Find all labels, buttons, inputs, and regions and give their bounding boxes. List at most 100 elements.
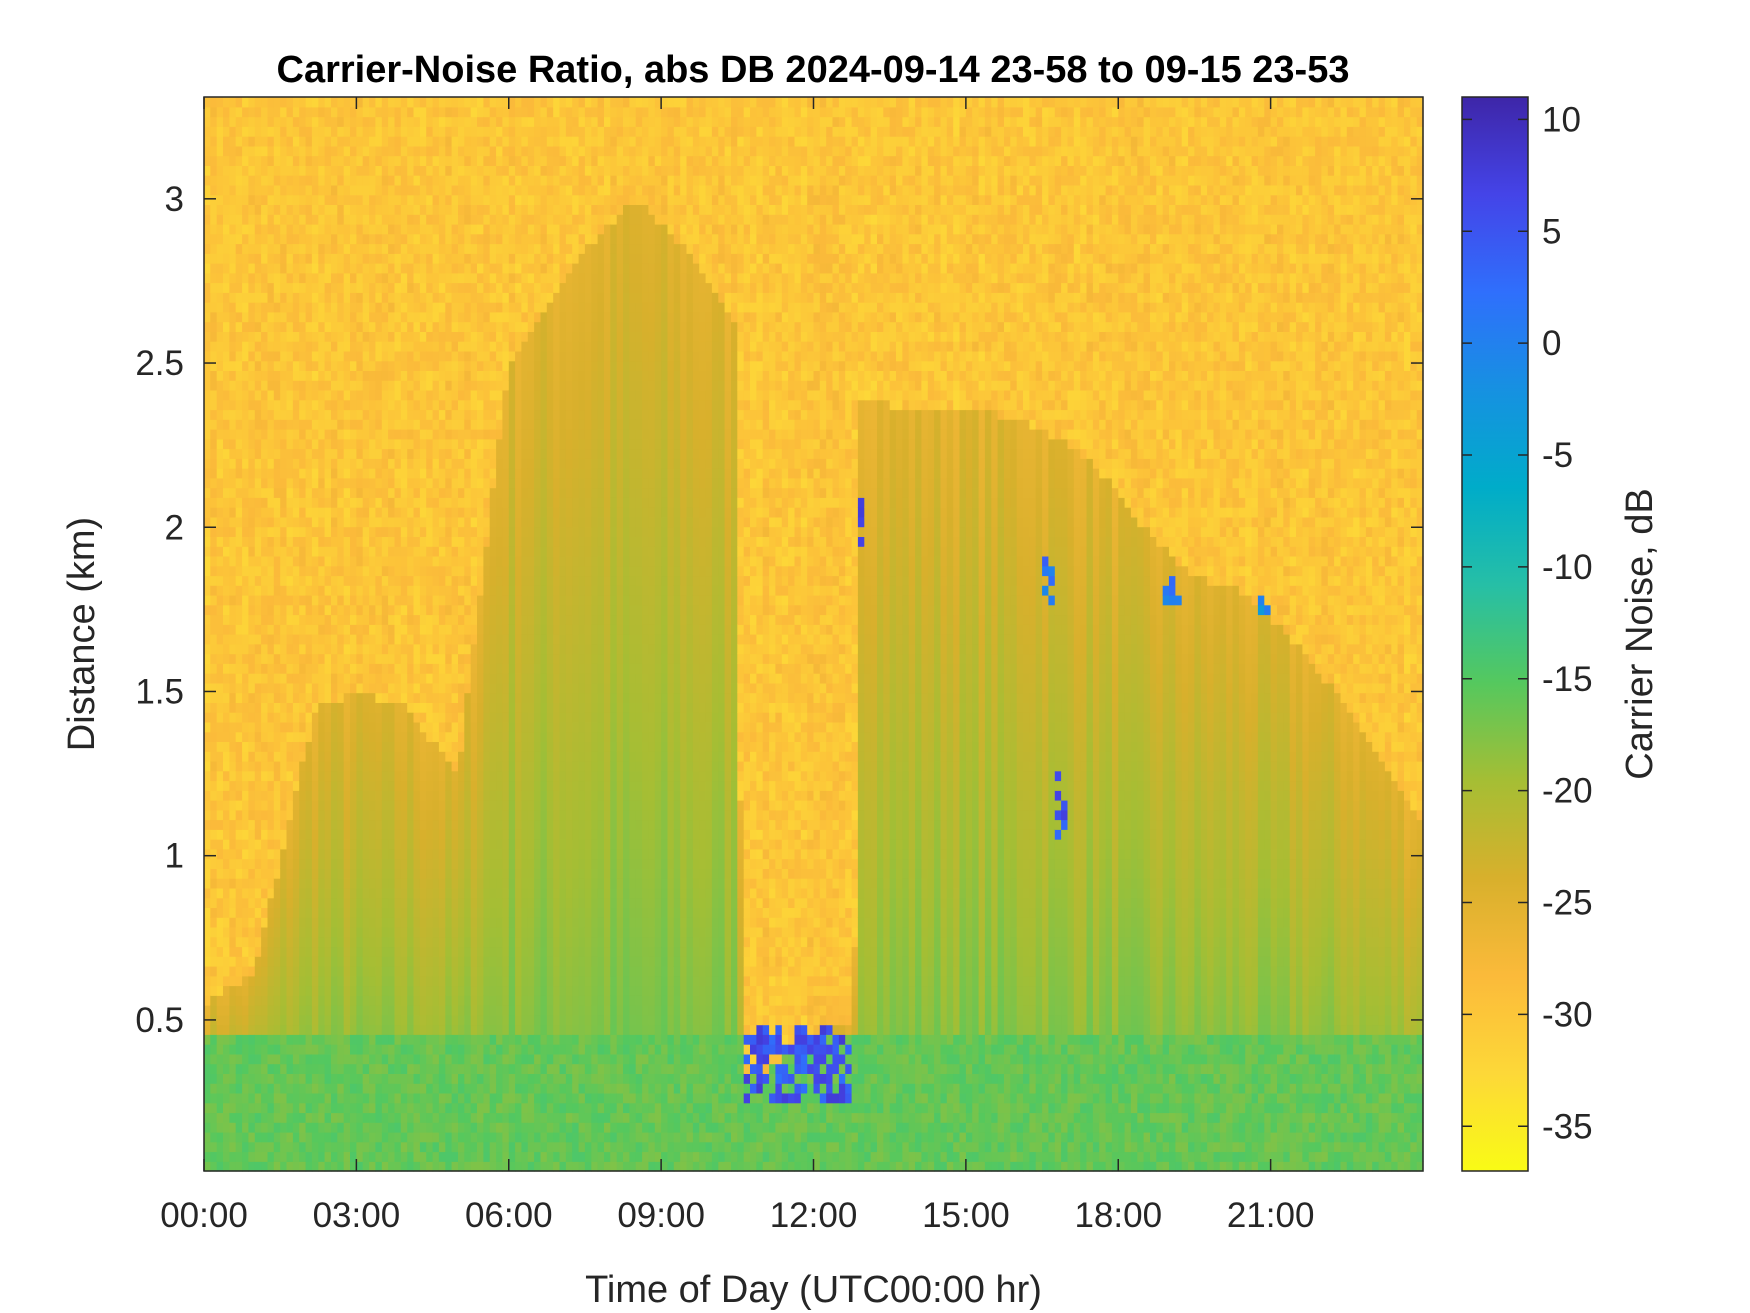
- heatmap-cell: [324, 380, 332, 391]
- heatmap-cell: [324, 760, 332, 772]
- heatmap-cell: [419, 780, 427, 791]
- heatmap-cell: [362, 419, 370, 430]
- heatmap-cell: [438, 468, 446, 479]
- heatmap-cell: [337, 604, 345, 616]
- heatmap-cell: [261, 829, 268, 840]
- heatmap-cell: [445, 243, 453, 254]
- heatmap-cell: [413, 946, 421, 957]
- heatmap-cell: [407, 350, 415, 362]
- heatmap-cell: [388, 448, 395, 459]
- heatmap-cell: [229, 770, 237, 782]
- heatmap-cell: [216, 1122, 224, 1133]
- heatmap-cell: [362, 819, 370, 830]
- heatmap-cell: [261, 751, 268, 762]
- heatmap-cell: [235, 897, 243, 908]
- heatmap-cell: [248, 800, 256, 811]
- heatmap-cell: [273, 380, 281, 391]
- heatmap-cell: [356, 477, 364, 489]
- heatmap-cell: [299, 204, 307, 215]
- heatmap-cell: [419, 253, 427, 264]
- heatmap-cell: [273, 516, 281, 528]
- heatmap-cell: [356, 643, 364, 655]
- heatmap-cell: [356, 819, 364, 830]
- heatmap-cell: [477, 155, 484, 166]
- heatmap-cell: [216, 1063, 224, 1074]
- heatmap-cell: [223, 1131, 230, 1143]
- heatmap-cell: [419, 1024, 427, 1035]
- heatmap-cell: [216, 1005, 224, 1016]
- heatmap-cell: [458, 917, 465, 928]
- heatmap-cell: [350, 1161, 357, 1172]
- heatmap-cell: [419, 97, 427, 108]
- heatmap-cell: [413, 936, 421, 948]
- heatmap-cell: [286, 1073, 294, 1084]
- heatmap-cell: [419, 321, 427, 332]
- heatmap-cell: [343, 946, 351, 957]
- heatmap-cell: [438, 790, 446, 801]
- heatmap-cell: [394, 653, 402, 664]
- heatmap-cell: [451, 800, 459, 811]
- heatmap-cell: [311, 526, 319, 537]
- heatmap-cell: [229, 468, 237, 479]
- heatmap-cell: [356, 731, 364, 742]
- heatmap-cell: [451, 243, 459, 254]
- heatmap-cell: [280, 751, 288, 762]
- heatmap-cell: [483, 1005, 491, 1016]
- heatmap-cell: [477, 380, 484, 391]
- heatmap-cell: [451, 956, 459, 967]
- heatmap-cell: [216, 116, 224, 127]
- heatmap-cell: [483, 800, 491, 811]
- heatmap-cell: [445, 770, 453, 782]
- heatmap-cell: [438, 721, 446, 733]
- heatmap-cell: [407, 760, 415, 772]
- heatmap-cell: [204, 155, 211, 166]
- heatmap-cell: [470, 819, 478, 830]
- heatmap-cell: [337, 1161, 345, 1172]
- heatmap-cell: [331, 253, 338, 264]
- heatmap-cell: [292, 233, 300, 245]
- heatmap-cell: [369, 634, 376, 645]
- heatmap-cell: [299, 165, 307, 176]
- heatmap-cell: [426, 204, 434, 215]
- heatmap-cell: [223, 263, 230, 274]
- heatmap-cell: [280, 380, 288, 391]
- heatmap-cell: [248, 643, 256, 655]
- heatmap-cell: [350, 263, 357, 274]
- heatmap-cell: [280, 1161, 288, 1172]
- heatmap-cell: [470, 331, 478, 342]
- heatmap-cell: [483, 409, 491, 420]
- heatmap-cell: [235, 682, 243, 694]
- heatmap-cell: [451, 575, 459, 586]
- heatmap-cell: [381, 292, 389, 303]
- heatmap-cell: [311, 292, 319, 303]
- heatmap-cell: [413, 702, 421, 713]
- heatmap-cell: [350, 829, 357, 840]
- heatmap-cell: [292, 1024, 300, 1035]
- heatmap-cell: [458, 487, 465, 498]
- heatmap-cell: [458, 1102, 465, 1114]
- heatmap-cell: [273, 350, 281, 362]
- heatmap-cell: [407, 1063, 415, 1074]
- heatmap-cell: [477, 809, 484, 821]
- heatmap-cell: [318, 604, 326, 616]
- heatmap-cell: [413, 1131, 421, 1143]
- heatmap-cell: [248, 966, 256, 977]
- heatmap-cell: [223, 614, 230, 625]
- heatmap-cell: [343, 487, 351, 498]
- heatmap-cell: [210, 429, 218, 440]
- heatmap-cell: [204, 848, 211, 860]
- heatmap-cell: [318, 165, 326, 176]
- heatmap-cell: [451, 302, 459, 313]
- heatmap-cell: [292, 487, 300, 498]
- heatmap-cell: [369, 897, 376, 908]
- heatmap-cell: [470, 1151, 478, 1162]
- heatmap-cell: [470, 233, 478, 245]
- heatmap-cell: [261, 770, 268, 782]
- heatmap-cell: [419, 380, 427, 391]
- heatmap-cell: [311, 604, 319, 616]
- heatmap-cell: [311, 106, 319, 118]
- heatmap-cell: [286, 682, 294, 694]
- heatmap-cell: [311, 575, 319, 586]
- heatmap-cell: [248, 721, 256, 733]
- heatmap-cell: [445, 302, 453, 313]
